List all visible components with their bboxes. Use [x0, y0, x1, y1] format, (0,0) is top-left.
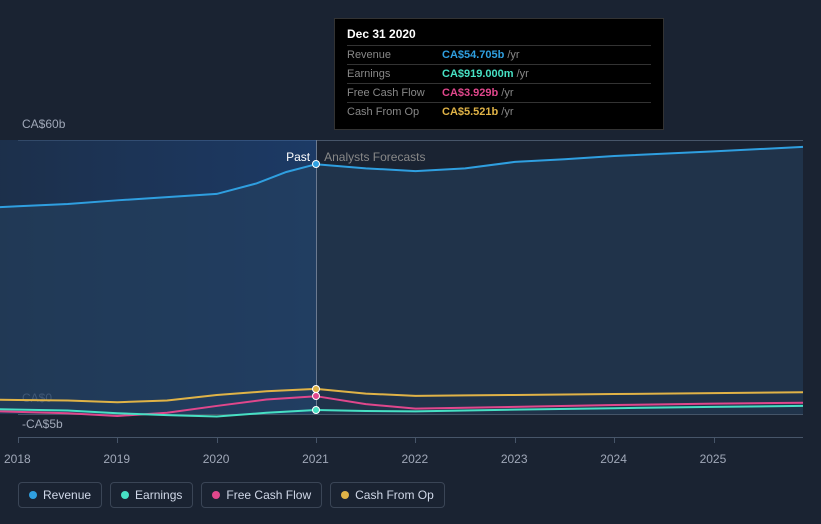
x-tick: [614, 437, 615, 443]
revenue-area: [0, 147, 803, 414]
chart-legend: Revenue Earnings Free Cash Flow Cash From O…: [18, 482, 445, 508]
legend-item-free-cash-flow[interactable]: Free Cash Flow: [201, 482, 322, 508]
tooltip-row: Free Cash FlowCA$3.929b/yr: [347, 83, 651, 102]
legend-item-earnings[interactable]: Earnings: [110, 482, 193, 508]
earnings-marker: [312, 406, 320, 414]
tooltip-metric-value: CA$3.929b: [442, 87, 498, 99]
x-axis-label: 2024: [600, 452, 627, 466]
past-forecast-divider: [316, 140, 317, 414]
legend-dot: [212, 491, 220, 499]
tooltip-metric-label: Free Cash Flow: [347, 87, 442, 99]
tooltip-metric-label: Cash From Op: [347, 106, 442, 118]
x-tick: [515, 437, 516, 443]
legend-label: Cash From Op: [355, 488, 434, 502]
past-period-label: Past: [286, 150, 310, 164]
x-tick: [316, 437, 317, 443]
tooltip-metric-label: Earnings: [347, 68, 442, 80]
tooltip-date: Dec 31 2020: [347, 27, 651, 41]
x-axis-label: 2025: [700, 452, 727, 466]
tooltip-metric-unit: /yr: [517, 68, 529, 80]
x-axis-label: 2021: [302, 452, 329, 466]
x-tick: [217, 437, 218, 443]
revenue-marker: [312, 160, 320, 168]
tooltip-metric-value: CA$54.705b: [442, 49, 504, 61]
tooltip-metric-unit: /yr: [501, 106, 513, 118]
x-tick: [714, 437, 715, 443]
financial-forecast-chart: CA$60bCA$0-CA$5b Past Analysts Forecasts…: [0, 0, 821, 524]
legend-dot: [29, 491, 37, 499]
x-axis-label: 2023: [501, 452, 528, 466]
x-axis-label: 2019: [103, 452, 130, 466]
chart-tooltip: Dec 31 2020 RevenueCA$54.705b/yrEarnings…: [334, 18, 664, 130]
tooltip-metric-label: Revenue: [347, 49, 442, 61]
x-tick: [117, 437, 118, 443]
tooltip-metric-value: CA$919.000m: [442, 68, 514, 80]
tooltip-row: RevenueCA$54.705b/yr: [347, 45, 651, 64]
legend-label: Free Cash Flow: [226, 488, 311, 502]
x-axis-label: 2022: [401, 452, 428, 466]
legend-label: Earnings: [135, 488, 182, 502]
forecast-period-label: Analysts Forecasts: [324, 150, 425, 164]
tooltip-metric-value: CA$5.521b: [442, 106, 498, 118]
x-axis-label: 2020: [203, 452, 230, 466]
legend-label: Revenue: [43, 488, 91, 502]
x-axis-label: 2018: [4, 452, 31, 466]
legend-dot: [341, 491, 349, 499]
legend-dot: [121, 491, 129, 499]
tooltip-row: Cash From OpCA$5.521b/yr: [347, 102, 651, 121]
legend-item-cash-from-op[interactable]: Cash From Op: [330, 482, 445, 508]
legend-item-revenue[interactable]: Revenue: [18, 482, 102, 508]
x-tick: [18, 437, 19, 443]
tooltip-metric-unit: /yr: [501, 87, 513, 99]
free_cash_flow-marker: [312, 392, 320, 400]
tooltip-metric-unit: /yr: [507, 49, 519, 61]
x-tick: [415, 437, 416, 443]
tooltip-row: EarningsCA$919.000m/yr: [347, 64, 651, 83]
